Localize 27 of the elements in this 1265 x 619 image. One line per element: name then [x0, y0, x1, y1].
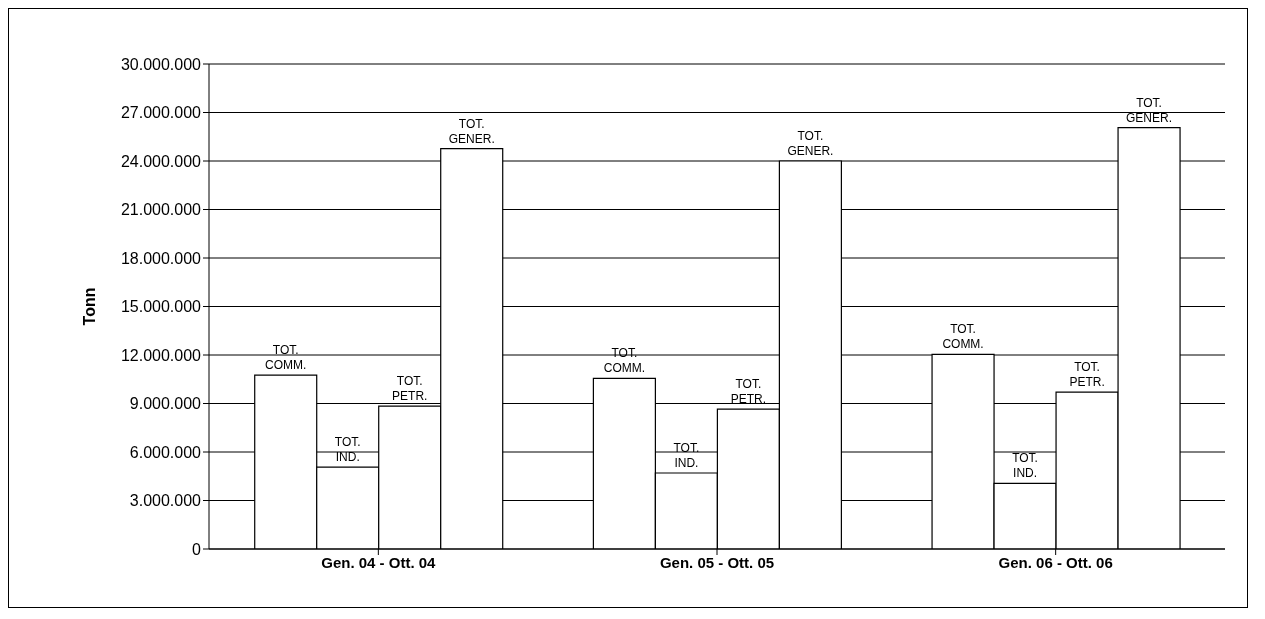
- y-axis-title: Tonn: [80, 287, 98, 326]
- y-tick-label: 27.000.000: [120, 104, 202, 122]
- text: TOT. IND.: [1012, 451, 1038, 481]
- text: TOT. COMM.: [942, 322, 984, 352]
- y-tick-label: 24.000.000: [120, 152, 202, 170]
- text: TOT. GENER.: [1126, 95, 1173, 125]
- text: TOT. PETR.: [1069, 360, 1105, 390]
- text: TOT. GENER.: [787, 129, 834, 158]
- y-tick-label: 0: [192, 540, 202, 558]
- text: TOT. COMM.: [603, 346, 646, 376]
- series-label: TOT. PETR.: [392, 374, 428, 404]
- y-tick-label: 21.000.000: [120, 201, 202, 219]
- x-tick-label: Gen. 06 - Ott. 06: [998, 553, 1113, 571]
- y-tick-label: 9.000.000: [129, 395, 202, 413]
- y-tick-label: 15.000.000: [120, 298, 202, 316]
- y-tick-label: 3.000.000: [129, 492, 202, 510]
- series-label: TOT. IND.: [334, 435, 361, 465]
- series-label: TOT. GENER.: [448, 116, 495, 146]
- y-tick-label: 30.000.000: [120, 55, 202, 73]
- series-label: TOT. COMM.: [265, 343, 307, 373]
- y-tick-label: 6.000.000: [129, 443, 202, 461]
- x-tick-label: Gen. 04 - Ott. 04: [321, 553, 437, 571]
- x-tick-label: Gen. 05 - Ott. 05: [659, 553, 775, 571]
- y-tick-label: 18.000.000: [120, 249, 202, 267]
- text: TOT. IND.: [673, 441, 700, 471]
- y-tick-label: 12.000.000: [120, 346, 202, 364]
- text: TOT. PETR.: [730, 377, 767, 407]
